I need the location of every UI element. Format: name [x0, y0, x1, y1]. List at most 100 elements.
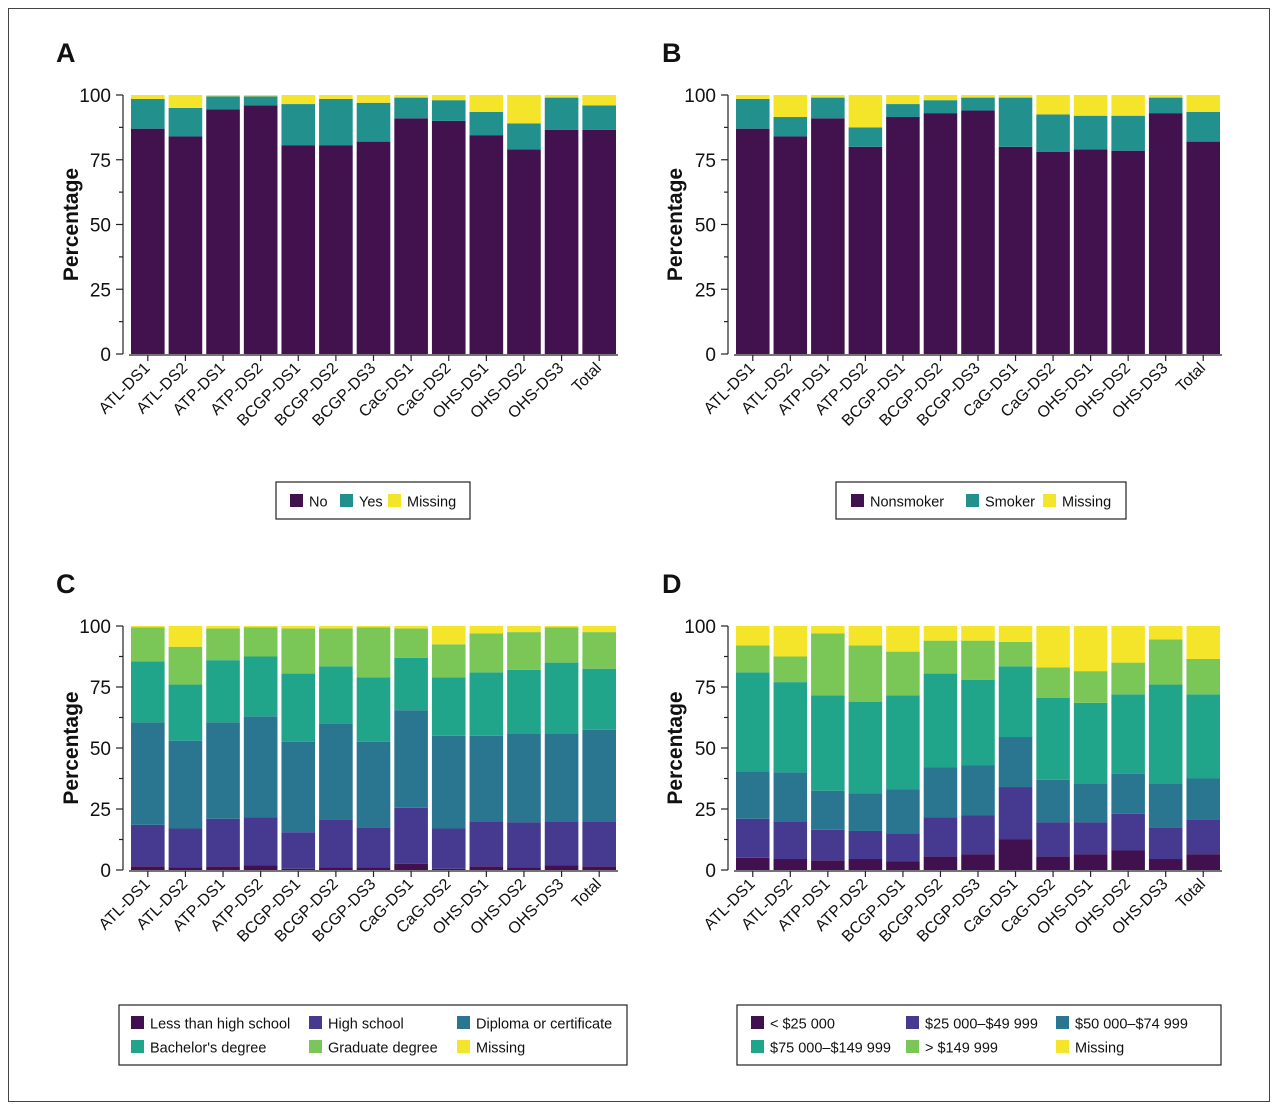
legend-label: Graduate degree [328, 1041, 438, 1057]
y-tick-label: 25 [90, 280, 111, 301]
bar-segment [206, 95, 240, 97]
bar-segment [811, 633, 845, 696]
bar-segment [1073, 702, 1108, 784]
bar-segment [469, 95, 504, 112]
legend-swatch [906, 1040, 919, 1053]
panel-d: D0255075100PercentageATL-DS1ATL-DS2ATP-D… [662, 569, 1222, 1066]
bar-segment [923, 626, 958, 641]
bar-segment [736, 128, 770, 354]
y-tick-label: 25 [90, 800, 111, 821]
legend-swatch [966, 494, 979, 507]
legend-label: Diploma or certificate [476, 1017, 612, 1033]
bar-segment [206, 96, 240, 110]
bar-segment [1111, 115, 1145, 151]
bar-segment [544, 865, 579, 870]
bar-segment [923, 767, 958, 818]
bar-segment [1148, 95, 1183, 98]
bar-segment [1148, 684, 1183, 784]
bar-segment [507, 149, 541, 354]
bar-segment [848, 95, 883, 128]
legend: Less than high school High school Diploma … [118, 1004, 628, 1066]
bar-segment [582, 866, 616, 870]
bar-segment [243, 96, 278, 106]
bar-segment [848, 645, 883, 702]
legend-swatch [457, 1016, 470, 1029]
bar-segment [281, 104, 316, 146]
bar-segment [886, 626, 920, 652]
bar-segment [356, 626, 391, 628]
bar-segment [394, 626, 428, 629]
y-tick-label: 50 [695, 216, 716, 237]
bar-segment [961, 110, 995, 354]
bar-segment [1111, 773, 1145, 814]
bars [131, 95, 616, 355]
bar-segment [811, 860, 845, 870]
bar-segment [1186, 694, 1220, 779]
legend-swatch [309, 1016, 322, 1029]
bar-segment [582, 821, 616, 867]
bar-segment [1073, 626, 1108, 672]
y-tick-label: 75 [695, 678, 716, 699]
bar-segment [961, 97, 995, 111]
legend-label: Less than high school [150, 1017, 290, 1033]
bar-segment [469, 866, 504, 870]
bar-segment [206, 866, 240, 870]
legend-label: > $149 999 [925, 1041, 998, 1057]
bar-segment [319, 819, 353, 868]
y-axis-label: Percentage [664, 168, 687, 281]
bar-segment [431, 626, 466, 645]
legend-swatch [851, 494, 864, 507]
bar-segment [886, 651, 920, 696]
bar-segment [1036, 626, 1070, 668]
bar-segment [961, 815, 995, 855]
bar-segment [848, 793, 883, 831]
legend-swatch [309, 1040, 322, 1053]
bar-segment [507, 626, 541, 633]
bar-segment [1186, 626, 1220, 659]
bar-segment [431, 677, 466, 736]
bar-segment [168, 684, 203, 741]
bar-segment [281, 626, 316, 629]
bar-segment [469, 672, 504, 736]
bar-segment [319, 626, 353, 629]
legend: < $25 000 $25 000–$49 999 $50 000–$74 999 $… [736, 1004, 1222, 1066]
bar-segment [886, 695, 920, 790]
bar-segment [168, 95, 203, 108]
bar-segment [1073, 822, 1108, 855]
bar-segment [998, 97, 1033, 147]
bar-segment [1073, 783, 1108, 823]
bar-segment [281, 741, 316, 833]
bar-segment [1111, 694, 1145, 774]
bar-segment [773, 136, 808, 354]
bar-segment [431, 120, 466, 355]
bar-segment [168, 646, 203, 685]
bar-segment [998, 626, 1033, 642]
bar-segment [923, 856, 958, 870]
bar-segment [168, 867, 203, 870]
bar-segment [773, 859, 808, 870]
bar-segment [811, 790, 845, 830]
bars [736, 95, 1220, 354]
y-tick-label: 0 [100, 861, 111, 882]
legend: No Yes Missing [275, 481, 471, 520]
bar-segment [582, 632, 616, 669]
bar-segment [319, 666, 353, 724]
legend-box [275, 481, 471, 520]
bar-segment [1148, 113, 1183, 354]
bar-segment [319, 95, 353, 99]
bar-segment [131, 661, 165, 723]
bar-segment [507, 95, 541, 124]
bar-segment [356, 627, 391, 678]
bar-segment [811, 626, 845, 634]
bar-segment [469, 821, 504, 867]
bar-segment [431, 644, 466, 678]
bar-segment [507, 822, 541, 868]
bar-segment [736, 771, 770, 819]
bar-segment [243, 626, 278, 628]
bar-segment [1186, 819, 1220, 855]
bar-segment [168, 740, 203, 829]
bar-segment [848, 830, 883, 860]
bar-segment [243, 716, 278, 818]
bar-segment [736, 672, 770, 772]
